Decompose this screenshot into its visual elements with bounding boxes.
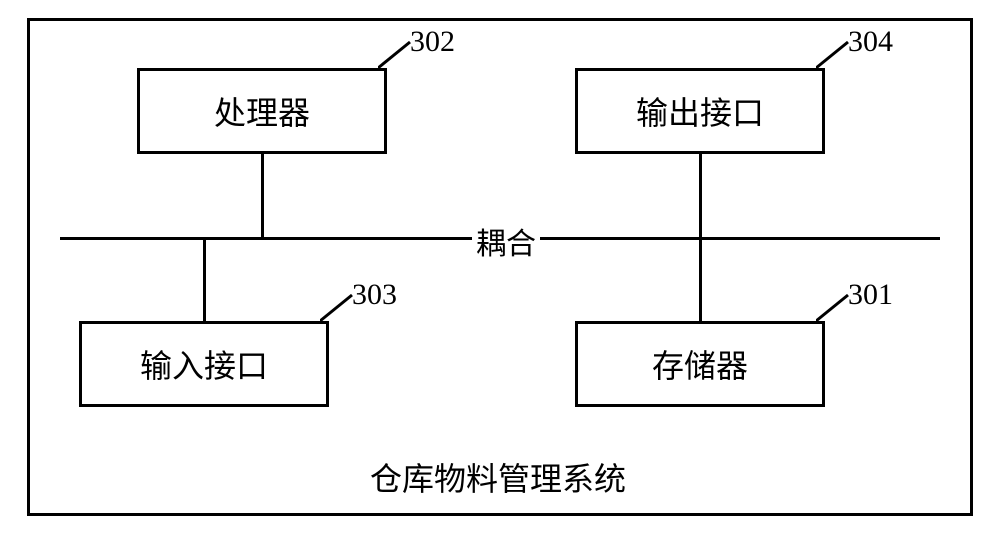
memory-connector bbox=[699, 240, 702, 321]
input-block: 输入接口 bbox=[79, 321, 329, 407]
processor-ref: 302 bbox=[410, 25, 455, 59]
input-connector bbox=[203, 240, 206, 321]
input-leader bbox=[320, 293, 354, 323]
output-ref: 304 bbox=[848, 25, 893, 59]
memory-block: 存储器 bbox=[575, 321, 825, 407]
processor-leader bbox=[378, 40, 412, 70]
bus-line-left bbox=[60, 237, 472, 240]
processor-block: 处理器 bbox=[137, 68, 387, 154]
memory-ref: 301 bbox=[848, 278, 893, 312]
input-label: 输入接口 bbox=[140, 341, 268, 387]
system-title: 仓库物料管理系统 bbox=[370, 454, 626, 500]
output-connector bbox=[699, 154, 702, 237]
bus-line-right bbox=[540, 237, 940, 240]
memory-label: 存储器 bbox=[652, 341, 748, 387]
output-block: 输出接口 bbox=[575, 68, 825, 154]
bus-label: 耦合 bbox=[472, 219, 540, 263]
processor-connector bbox=[261, 154, 264, 237]
processor-label: 处理器 bbox=[214, 88, 310, 134]
output-label: 输出接口 bbox=[636, 88, 764, 134]
output-leader bbox=[816, 40, 850, 70]
memory-leader bbox=[816, 293, 850, 323]
input-ref: 303 bbox=[352, 278, 397, 312]
